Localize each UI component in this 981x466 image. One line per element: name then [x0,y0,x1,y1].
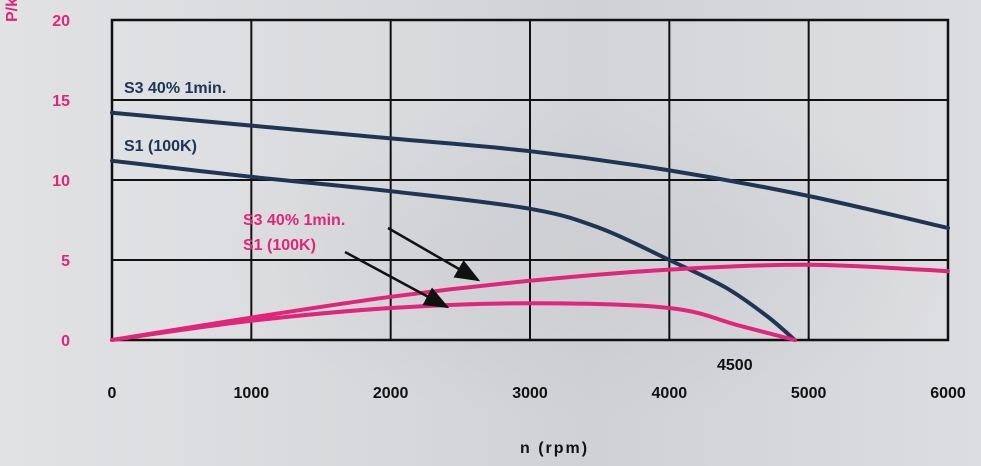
y-tick-label: 15 [52,93,70,110]
arrow-s1-torque [344,250,450,309]
label-s3-power: S3 40% 1min. [124,80,227,97]
series-s3-power [110,110,950,230]
x-tick-label: 4000 [652,385,688,402]
series-s1-power [110,158,797,342]
y-axis-label: P/kw [4,0,21,22]
y-tick-label: 5 [61,253,70,270]
label-s1-power: S1 (100K) [124,138,197,155]
x-tick-label: 2000 [373,385,409,402]
y-tick-label: 20 [52,13,70,30]
label-4500: 4500 [717,357,753,374]
y-tick-label: 10 [52,173,70,190]
label-s3-torque: S3 40% 1min. [243,212,346,229]
x-tick-label: 3000 [512,385,548,402]
x-tick-label: 0 [108,385,117,402]
x-tick-label: 5000 [791,385,827,402]
arrow-s3-torque [387,226,481,282]
x-tick-label: 6000 [930,385,966,402]
series-s3-torque [110,262,950,342]
y-tick-label: 0 [61,333,70,350]
series-s1-torque [110,301,797,342]
x-tick-label: 1000 [234,385,270,402]
x-axis-label: n (rpm) [520,440,590,457]
label-s1-torque: S1 (100K) [243,237,316,254]
